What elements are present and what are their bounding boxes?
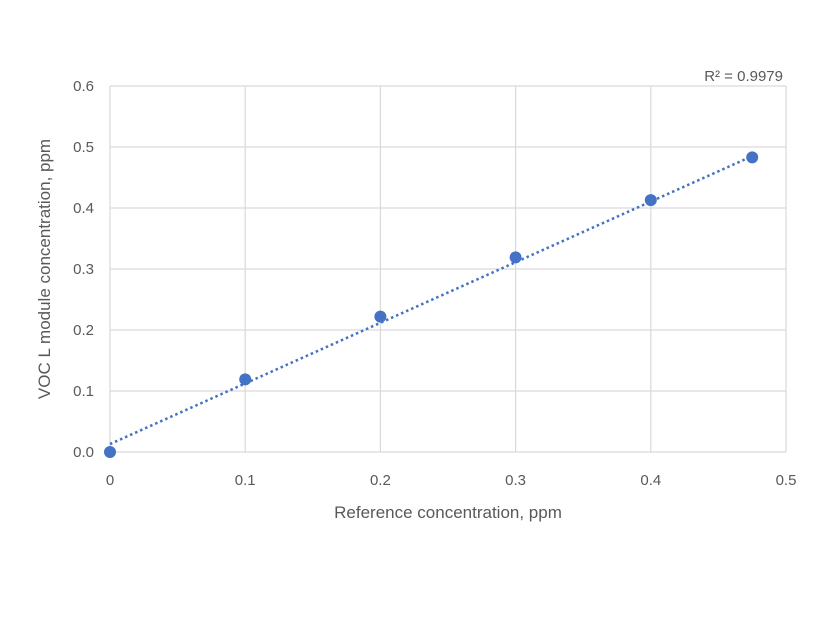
data-point-layer: [104, 151, 759, 458]
linear-trendline: [109, 155, 753, 446]
x-tick-label: 0.3: [505, 472, 526, 489]
y-tick-label: 0.2: [73, 322, 94, 339]
y-tick-label: 0.0: [73, 444, 94, 461]
trendline-layer: [109, 155, 753, 446]
x-axis-title: Reference concentration, ppm: [334, 503, 562, 522]
grid-layer: [109, 85, 787, 453]
y-tick-label: 0.5: [73, 139, 94, 156]
r-squared-annotation: R² = 0.9979: [704, 68, 783, 85]
data-point: [104, 446, 116, 458]
x-tick-label: 0.1: [235, 472, 256, 489]
y-tick-label: 0.1: [73, 383, 94, 400]
tick-label-layer: 0.0 0.1 0.2 0.3 0.4 0.5 0.6 0 0.1 0.2 0.3 0.4 0.5: [73, 78, 796, 489]
y-tick-label: 0.6: [73, 78, 94, 95]
data-point: [509, 251, 522, 264]
y-tick-label: 0.3: [73, 261, 94, 278]
x-tick-label: 0.4: [640, 472, 661, 489]
data-point: [239, 373, 252, 386]
x-tick-label: 0: [106, 472, 114, 489]
x-tick-label: 0.2: [370, 472, 391, 489]
data-point: [644, 194, 657, 207]
data-point: [374, 310, 387, 323]
x-tick-label: 0.5: [776, 472, 797, 489]
data-point: [746, 151, 759, 164]
y-tick-label: 0.4: [73, 200, 94, 217]
y-axis-title: VOC L module concentration, ppm: [35, 139, 54, 399]
